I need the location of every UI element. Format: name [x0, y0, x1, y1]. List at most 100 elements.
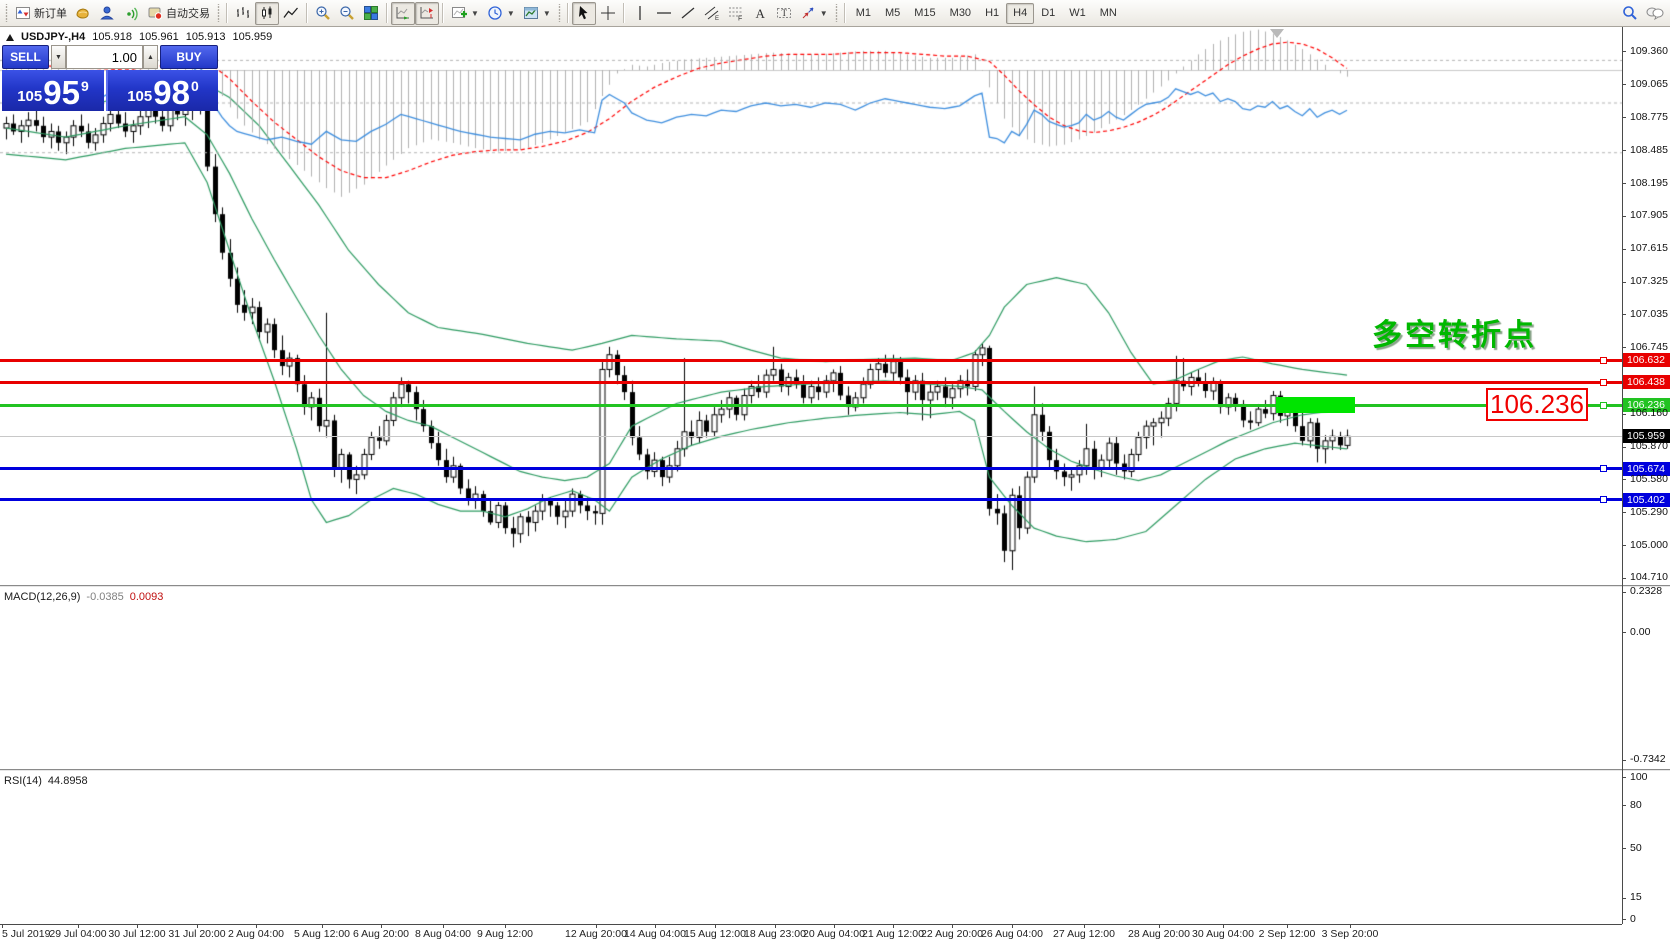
auto-scroll-button[interactable]: [391, 1, 415, 25]
price-tick: [1622, 183, 1626, 185]
zoom-in-icon: [316, 6, 330, 20]
time-tick: [715, 924, 716, 928]
crosshair-button[interactable]: [596, 2, 620, 25]
one-click-collapse-icon[interactable]: [6, 33, 14, 41]
profiles-button[interactable]: [71, 2, 95, 25]
dropdown-caret-icon: ▼: [506, 8, 515, 18]
macd-pane-separator[interactable]: [0, 585, 1670, 587]
toolbar-grip[interactable]: [216, 4, 221, 22]
periods-button[interactable]: ▼: [483, 2, 519, 25]
tab-timeframe-h1[interactable]: H1: [985, 7, 1000, 19]
rsi-name: RSI(14): [4, 775, 42, 787]
time-tick: [197, 924, 198, 928]
templates-button[interactable]: ▼: [519, 2, 555, 25]
horizontal-level-line[interactable]: [0, 467, 1622, 471]
search-button[interactable]: [1618, 2, 1642, 25]
bar-chart-icon: [237, 7, 249, 18]
horizontal-level-line[interactable]: [0, 358, 1622, 362]
tab-timeframe-m15[interactable]: M15: [914, 7, 936, 19]
chart-shift-button[interactable]: [415, 1, 439, 25]
trendline-button[interactable]: [676, 2, 700, 25]
price-tick-label: 108.775: [1630, 110, 1668, 123]
cursor-button[interactable]: [571, 1, 596, 25]
volume-increase-button[interactable]: ▲: [143, 45, 158, 69]
level-line-handle[interactable]: [1600, 401, 1607, 409]
turning-point-annotation[interactable]: 多空转折点: [1372, 319, 1537, 352]
tile-windows-icon: [364, 6, 378, 20]
toolbar-grip[interactable]: [556, 4, 562, 22]
tab-timeframe-d1[interactable]: D1: [1041, 7, 1056, 19]
price-tick-label: 105.290: [1630, 505, 1668, 518]
text-label-button[interactable]: T: [772, 2, 796, 25]
level-line-handle[interactable]: [1600, 465, 1607, 473]
highlight-rectangle-annotation[interactable]: [1276, 397, 1355, 413]
bar-close: 105.959: [232, 31, 273, 43]
candlestick-chart-button[interactable]: [255, 1, 279, 25]
rsi-tick: [1622, 777, 1626, 778]
market-watch-button[interactable]: [95, 2, 119, 25]
chart-shift-marker-icon[interactable]: [1270, 29, 1284, 38]
level-line-handle[interactable]: [1600, 496, 1607, 504]
rsi-tick: [1622, 919, 1626, 920]
rsi-tick: [1622, 848, 1626, 849]
rsi-pane-separator[interactable]: [0, 769, 1670, 771]
rsi-label: RSI(14) 44.8958: [4, 775, 88, 787]
horizontal-level-line[interactable]: [0, 380, 1622, 384]
current-price-line: [0, 436, 1622, 438]
time-tick: [505, 924, 506, 928]
rsi-pane-canvas[interactable]: [0, 27, 1622, 179]
price-tick: [1622, 117, 1626, 119]
search-icon: [1623, 6, 1637, 20]
tab-timeframe-m30[interactable]: M30: [949, 7, 972, 19]
vertical-line-button[interactable]: [628, 2, 652, 25]
sell-price-panel[interactable]: 105 95 9: [2, 70, 104, 111]
fibonacci-button[interactable]: F: [724, 2, 748, 25]
volume-input[interactable]: [66, 45, 143, 69]
volume-decrease-button[interactable]: ▼: [51, 45, 66, 69]
buy-price-panel[interactable]: 105 98 0: [106, 70, 218, 111]
line-chart-button[interactable]: [279, 2, 303, 25]
macd-tick: [1622, 591, 1626, 593]
tile-windows-button[interactable]: [359, 2, 383, 25]
autotrading-button[interactable]: 自动交易: [143, 2, 214, 25]
indicators-button[interactable]: ▼: [447, 2, 483, 25]
level-line-handle[interactable]: [1600, 356, 1607, 364]
price-tick: [1622, 545, 1626, 547]
buy-button[interactable]: BUY: [160, 45, 218, 69]
autotrading-label: 自动交易: [166, 8, 210, 20]
zoom-out-button[interactable]: [335, 2, 359, 25]
new-order-label: 新订单: [34, 8, 67, 20]
text-button[interactable]: A: [748, 2, 772, 25]
toolbar-grip[interactable]: [833, 4, 839, 22]
bar-chart-button[interactable]: [231, 2, 255, 25]
time-tick: [256, 924, 257, 928]
time-tick: [322, 924, 323, 928]
horizontal-level-line[interactable]: [0, 498, 1622, 502]
macd-tick-label: 0.2328: [1630, 585, 1663, 598]
price-tick-label: 106.160: [1630, 407, 1668, 420]
chat-button[interactable]: [1642, 2, 1668, 25]
tab-timeframe-m1[interactable]: M1: [855, 7, 871, 19]
arrows-button[interactable]: ▼: [796, 2, 832, 25]
tab-timeframe-w1[interactable]: W1: [1069, 7, 1086, 19]
macd-signal-value: 0.0093: [129, 591, 164, 603]
toolbar-grip[interactable]: [4, 4, 9, 22]
tab-timeframe-h4[interactable]: H4: [1006, 2, 1035, 24]
equidistant-channel-button[interactable]: E: [700, 2, 724, 25]
tab-timeframe-mn[interactable]: MN: [1099, 7, 1117, 19]
horizontal-line-button[interactable]: [652, 2, 676, 25]
time-tick: [1287, 924, 1288, 928]
level-line-handle[interactable]: [1600, 378, 1607, 386]
price-tick-label: 109.360: [1630, 44, 1668, 57]
tab-timeframe-m5[interactable]: M5: [884, 7, 901, 19]
new-order-button[interactable]: 新订单: [11, 2, 71, 25]
cursor-icon: [578, 6, 588, 20]
price-tick: [1622, 150, 1626, 152]
signals-button[interactable]: [119, 2, 143, 25]
sell-button[interactable]: SELL: [2, 45, 49, 69]
price-callout-label[interactable]: 106.236: [1486, 388, 1588, 421]
zoom-in-button[interactable]: [311, 2, 335, 25]
toolbar-separator: [226, 3, 228, 23]
macd-tick-label: -0.7342: [1630, 753, 1666, 766]
horizontal-level-line[interactable]: [0, 403, 1622, 407]
